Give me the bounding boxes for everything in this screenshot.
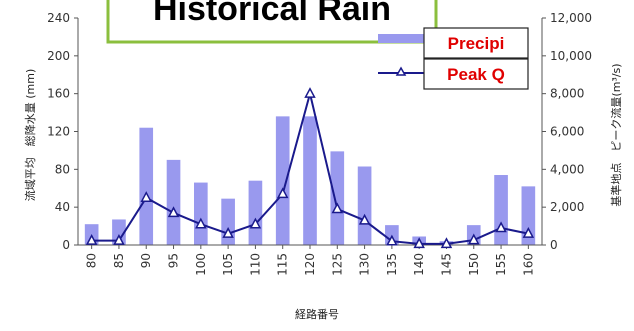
y-right-tick-label: 8,000 [550, 87, 584, 101]
legend-precipi-label: Precipi [448, 34, 505, 53]
peak-flow-point [358, 213, 371, 225]
x-tick-label: 140 [412, 253, 426, 276]
legend-precipi-box [423, 27, 529, 59]
precipitation-bar [112, 219, 126, 245]
chart-title-text: Historical Rain [153, 0, 391, 28]
precipitation-bar [166, 159, 181, 245]
peak-flow-point [140, 191, 152, 202]
peak-flow-point [276, 187, 289, 199]
x-tick-label: 155 [494, 253, 508, 276]
precipitation-bar [303, 116, 317, 245]
peak-flow-point [413, 237, 425, 249]
x-tick-label: 110 [248, 253, 262, 276]
y-right-tick-label: 12,000 [550, 11, 592, 25]
precipitation-bar [357, 166, 372, 245]
peak-flow-point [522, 227, 535, 238]
x-tick-label: 115 [276, 253, 290, 276]
x-tick-label: 85 [112, 253, 126, 268]
precipitation-bar [494, 175, 508, 245]
y-right-tick-label: 6,000 [550, 125, 584, 139]
x-tick-label: 135 [385, 253, 399, 276]
x-tick-label: 160 [521, 253, 535, 276]
x-tick-label: 120 [303, 253, 317, 276]
precipitation-bar [521, 186, 536, 245]
y-left-tick-label: 160 [47, 87, 70, 101]
precipitation-bar [330, 151, 345, 245]
legend-line-marker [395, 66, 407, 76]
y-left-tick-label: 240 [47, 11, 70, 25]
axes: 0 40 80 120 160 200 240 0 2,000 4,000 6,000 8,000 10… [47, 11, 592, 276]
legend-peakq-box [423, 58, 529, 90]
peak-flow-point [167, 206, 180, 218]
peak-flow-point [222, 227, 234, 238]
y-right-tick-label: 0 [550, 238, 558, 252]
precipitation-bar [248, 180, 263, 245]
precipitation-bars [84, 116, 536, 245]
x-tick-label: 90 [139, 253, 153, 268]
x-tick-label: 130 [358, 253, 372, 276]
x-tick-label: 100 [194, 253, 208, 276]
peak-flow-point [304, 87, 316, 98]
y-left-tick-label: 120 [47, 125, 70, 139]
y-left-tick-label: 0 [62, 238, 70, 252]
y-left-tick-label: 40 [55, 200, 70, 214]
x-tick-label: 125 [330, 253, 344, 276]
peak-flow-point [468, 233, 480, 245]
peak-flow-point [195, 217, 207, 229]
legend-peakq-label: Peak Q [447, 65, 505, 84]
precipitation-bar [194, 182, 208, 245]
precipitation-bar [221, 198, 235, 245]
y-left-tick-label: 80 [55, 162, 70, 176]
legend: Precipi Peak Q [378, 27, 529, 90]
y-axis-left-label: 流域平均 総降水量 (mm) [23, 69, 37, 202]
x-tick-label: 105 [221, 253, 235, 276]
y-axis-right-label: 基準地点 ピーク流量(m³/s) [609, 63, 623, 206]
peak-flow-point [440, 237, 453, 249]
precipitation-bar [139, 127, 154, 245]
x-tick-label: 150 [467, 253, 481, 276]
y-right-tick-label: 4,000 [550, 162, 584, 176]
x-tick-label: 145 [439, 253, 453, 276]
x-axis-label: 経路番号 [295, 308, 339, 321]
y-right-tick-label: 2,000 [550, 200, 584, 214]
y-left-tick-label: 200 [47, 49, 70, 63]
peak-flow-point [85, 234, 98, 245]
x-tick-label: 80 [85, 253, 99, 268]
peak-flow-point [495, 221, 507, 233]
x-tick-label: 95 [167, 253, 181, 268]
peak-flow-point [249, 217, 262, 229]
y-right-tick-label: 10,000 [550, 49, 592, 63]
legend-bar-swatch [378, 34, 424, 43]
peak-flow-point [331, 202, 344, 214]
precipitation-bar [275, 116, 290, 245]
peak-flow-point [113, 234, 125, 245]
peak-flow-point [386, 234, 398, 246]
peak-flow-line [85, 87, 535, 249]
